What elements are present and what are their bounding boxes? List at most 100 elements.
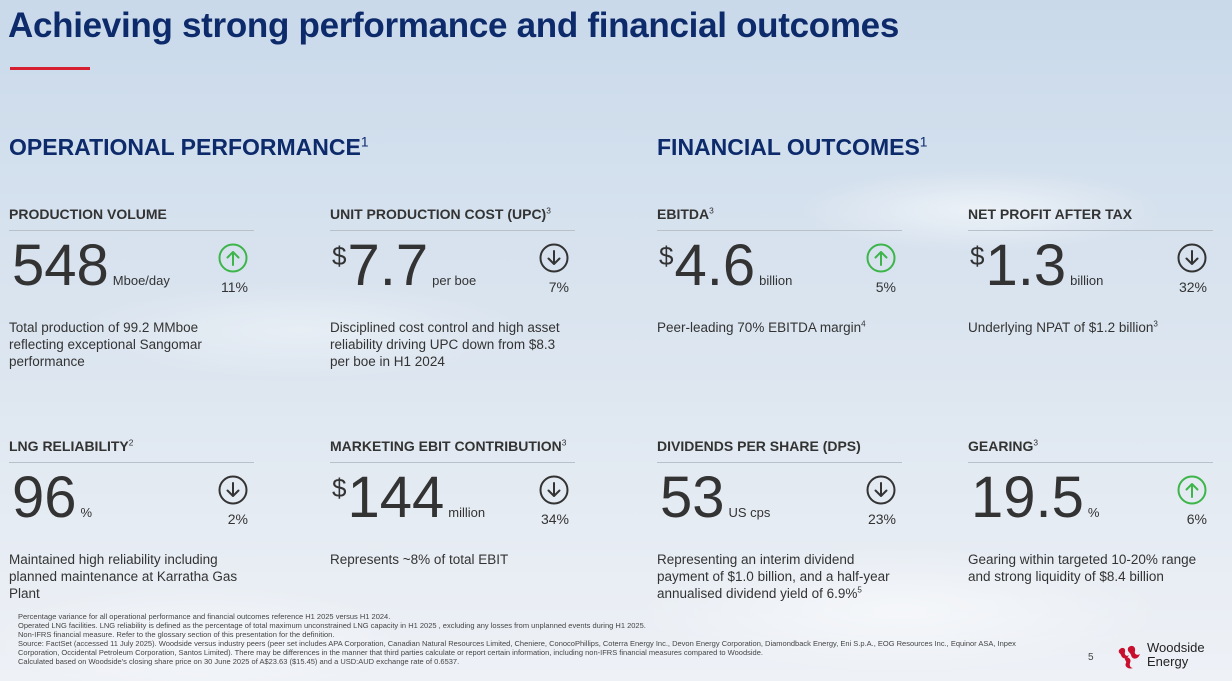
metric-description-text: Underlying NPAT of $1.2 billion [968, 320, 1154, 335]
metric-value: 96% [11, 469, 92, 527]
metric-number: 19.5 [971, 465, 1084, 530]
currency-symbol: $ [332, 241, 347, 271]
arrow-down-circle-icon [539, 475, 569, 505]
metric-description: Peer-leading 70% EBITDA margin4 [657, 319, 902, 336]
arrow-down-circle-icon [1177, 243, 1207, 273]
metric-value-row: 548 Mboe/day 11% [9, 231, 254, 311]
arrow-up-circle-icon [866, 243, 896, 273]
metric-label-text: LNG RELIABILITY [9, 438, 129, 454]
metric-label-text: GEARING [968, 438, 1034, 454]
metric-lng-reliability: LNG RELIABILITY2 96% 2% Maintained high … [9, 438, 254, 602]
currency-symbol: $ [659, 241, 674, 271]
percent-change: 34% [540, 511, 569, 527]
footnote-ref: 4 [861, 319, 866, 329]
metric-label-text: MARKETING EBIT CONTRIBUTION [330, 438, 562, 454]
metric-unit: billion [1070, 273, 1104, 288]
metric-label: GEARING3 [968, 438, 1213, 463]
metric-label: LNG RELIABILITY2 [9, 438, 254, 463]
metric-number: 144 [347, 465, 445, 530]
metric-value-row: 96% 2% [9, 463, 254, 543]
metric-value: 548 Mboe/day [11, 237, 170, 295]
metric-unit: % [1087, 505, 1100, 520]
metric-description-text: Maintained high reliability including pl… [9, 552, 238, 601]
metric-number: 548 [12, 233, 109, 298]
footnote-ref: 3 [1153, 319, 1158, 329]
metric-unit-production-cost: UNIT PRODUCTION COST (UPC)3 $7.7 per boe … [330, 206, 575, 370]
metric-number: 96 [12, 465, 77, 530]
percent-change: 11% [221, 279, 248, 295]
page-number: 5 [1088, 652, 1094, 663]
currency-symbol: $ [970, 241, 985, 271]
operational-performance-heading: OPERATIONAL PERFORMANCE1 [9, 134, 369, 161]
footnote: Calculated based on Woodside's closing s… [18, 657, 460, 666]
metric-unit: million [448, 505, 486, 520]
percent-change: 32% [1178, 279, 1207, 295]
metric-description-text: Disciplined cost control and high asset … [330, 320, 560, 369]
percent-change: 23% [867, 511, 896, 527]
metric-label: MARKETING EBIT CONTRIBUTION3 [330, 438, 575, 463]
metric-value: $7.7 per boe [332, 237, 476, 295]
metric-production-volume: PRODUCTION VOLUME 548 Mboe/day 11% Total … [9, 206, 254, 370]
metric-description: Disciplined cost control and high asset … [330, 319, 575, 370]
metric-number: 4.6 [674, 233, 756, 298]
metric-value: 53 US cps [659, 469, 770, 527]
metric-description-text: Gearing within targeted 10-20% range and… [968, 552, 1197, 584]
arrow-down-circle-icon [866, 475, 896, 505]
footnote-ref: 3 [1033, 437, 1039, 448]
metric-description-text: Total production of 99.2 MMboe reflectin… [9, 320, 202, 369]
metric-unit: billion [759, 273, 793, 288]
metric-unit: US cps [728, 505, 771, 520]
metric-label-text: NET PROFIT AFTER TAX [968, 206, 1133, 222]
logo-line-1: Woodside [1147, 640, 1205, 655]
section-heading-text: FINANCIAL OUTCOMES [657, 134, 920, 160]
footnote: Percentage variance for all operational … [18, 612, 391, 621]
footnote-ref: 1 [360, 134, 369, 150]
metric-description: Representing an interim dividend payment… [657, 551, 902, 602]
metric-value-row: 53 US cps 23% [657, 463, 902, 543]
metric-label: PRODUCTION VOLUME [9, 206, 254, 231]
arrow-up-circle-icon [1177, 475, 1207, 505]
footnote-ref: 3 [546, 205, 551, 216]
metric-number: 7.7 [347, 233, 429, 298]
footnote-ref: 3 [561, 437, 567, 448]
footnote: Non-IFRS financial measure. Refer to the… [18, 630, 335, 639]
financial-outcomes-heading: FINANCIAL OUTCOMES1 [657, 134, 927, 161]
metric-unit: per boe [432, 273, 477, 288]
percent-change: 5% [875, 279, 896, 295]
percent-change: 7% [548, 279, 569, 295]
metric-description: Gearing within targeted 10-20% range and… [968, 551, 1213, 585]
metric-description-text: Peer-leading 70% EBITDA margin [657, 320, 862, 335]
metric-net-profit-after-tax: NET PROFIT AFTER TAX $1.3 billion 32% Und… [968, 206, 1213, 336]
metric-unit: % [80, 505, 93, 520]
woodside-energy-logo: Woodside Energy [1116, 640, 1228, 672]
percent-change: 6% [1186, 511, 1207, 527]
metric-description-text: Representing an interim dividend payment… [657, 552, 890, 601]
metric-number: 1.3 [985, 233, 1067, 298]
logo-line-2: Energy [1147, 654, 1189, 669]
footnote-ref: 3 [709, 205, 714, 216]
section-heading-text: OPERATIONAL PERFORMANCE [9, 134, 361, 160]
metric-label-text: EBITDA [657, 206, 710, 222]
metric-description-text: Represents ~8% of total EBIT [330, 552, 509, 567]
metric-label: EBITDA3 [657, 206, 902, 231]
metric-label: UNIT PRODUCTION COST (UPC)3 [330, 206, 575, 231]
percent-change: 2% [227, 511, 248, 527]
footnote-ref: 1 [919, 134, 928, 150]
metric-value-row: 19.5% 6% [968, 463, 1213, 543]
metric-dividends-per-share: DIVIDENDS PER SHARE (DPS) 53 US cps 23% R… [657, 438, 902, 602]
metric-label-text: DIVIDENDS PER SHARE (DPS) [657, 438, 861, 454]
footnotes: Percentage variance for all operational … [18, 612, 1058, 666]
logo-text: Woodside Energy [1147, 641, 1205, 669]
woodside-logo-icon [1118, 645, 1140, 669]
footnote: Corporation, Occidental Petroleum Corpor… [18, 648, 763, 657]
metric-value: $144 million [332, 469, 485, 527]
metric-value-row: $1.3 billion 32% [968, 231, 1213, 311]
metric-label: NET PROFIT AFTER TAX [968, 206, 1213, 231]
metric-value: 19.5% [970, 469, 1099, 527]
metric-description: Represents ~8% of total EBIT [330, 551, 575, 568]
metric-gearing: GEARING3 19.5% 6% Gearing within targete… [968, 438, 1213, 585]
metric-description: Maintained high reliability including pl… [9, 551, 254, 602]
metric-value: $1.3 billion [970, 237, 1103, 295]
arrow-down-circle-icon [218, 475, 248, 505]
metric-value: $4.6 billion [659, 237, 792, 295]
